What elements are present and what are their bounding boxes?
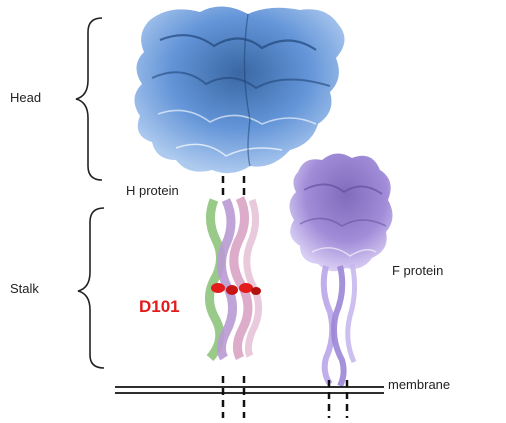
h-protein-stalk xyxy=(205,196,262,361)
stalk-label: Stalk xyxy=(10,281,39,296)
membrane-lines xyxy=(115,386,384,394)
h-protein-head xyxy=(134,6,345,174)
membrane-label: membrane xyxy=(388,377,451,392)
d101-mutation-site xyxy=(211,283,261,295)
f-protein xyxy=(289,153,393,388)
stalk-brace xyxy=(77,207,105,369)
h-protein-label: H protein xyxy=(126,183,179,198)
d101-label: D101 xyxy=(139,297,180,316)
f-protein-label: F protein xyxy=(392,263,444,278)
head-label: Head xyxy=(10,90,42,105)
head-brace xyxy=(75,17,103,181)
